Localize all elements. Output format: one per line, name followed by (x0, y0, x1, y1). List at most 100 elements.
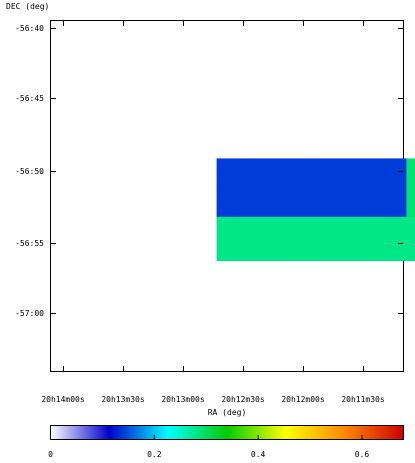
heatmap-cell (391, 158, 407, 174)
heatmap-cell (348, 173, 363, 188)
heatmap-cell (362, 231, 378, 247)
heatmap-cell (275, 158, 290, 174)
heatmap-cell (391, 187, 407, 203)
heatmap-cell (362, 173, 378, 188)
y-tick-label: -57:00 (15, 309, 44, 318)
heatmap-cell (348, 158, 363, 174)
heatmap-cell (318, 216, 334, 232)
heatmap-cell (362, 246, 378, 261)
heatmap-cell (333, 216, 349, 232)
heatmap-cell (289, 158, 305, 174)
heatmap-cell (260, 187, 276, 203)
heatmap-cell (216, 173, 232, 188)
heatmap-cell (231, 173, 247, 188)
heatmap-cell (275, 231, 290, 247)
y-tick-label: -56:45 (15, 94, 44, 103)
heatmap-cell (289, 173, 305, 188)
x-tick-label: 20h13m00s (161, 395, 205, 404)
heatmap-cell (318, 231, 334, 247)
heatmap-cell (275, 246, 290, 261)
heatmap-cell (362, 216, 378, 232)
heatmap-cell (391, 246, 407, 261)
colorbar-tick-label: 0.4 (251, 450, 266, 459)
heatmap-cell (260, 173, 276, 188)
heatmap-cell (231, 187, 247, 203)
heatmap-cell (333, 202, 349, 218)
heatmap-cell (275, 173, 290, 188)
heatmap-cell (216, 246, 232, 261)
heatmap-cell (362, 158, 378, 174)
x-tick-label: 20h12m00s (281, 395, 325, 404)
heatmap-cell (406, 173, 415, 188)
x-axis-title: RA (deg) (208, 408, 247, 417)
axis-tick-labels: 20h14m00s 20h13m30s 20h13m00s 20h12m30s 20h1… (15, 24, 385, 404)
heatmap-cell (231, 231, 247, 247)
heatmap-cell (318, 173, 334, 188)
heatmap-cell (304, 216, 320, 232)
heatmap-cell (377, 216, 393, 232)
heatmap-cell (289, 187, 305, 203)
heatmap-cell (406, 158, 415, 174)
heatmap-cell (260, 246, 276, 261)
heatmap-cell (377, 202, 393, 218)
colorbar-ticks: 0 0.2 0.4 0.6 (48, 435, 369, 459)
heatmap-cell (391, 231, 407, 247)
heatmap-cell (348, 231, 363, 247)
heatmap-cell (304, 187, 320, 203)
heatmap-cell (406, 231, 415, 247)
heatmap-cell (377, 173, 393, 188)
heatmap-cell (216, 202, 232, 218)
heatmap-cell (318, 158, 334, 174)
colorbar-tick-label: 0 (48, 450, 53, 459)
heatmap-cell (245, 202, 261, 218)
heatmap-cell (245, 158, 261, 174)
heatmap-cell (260, 158, 276, 174)
heatmap-cell (304, 231, 320, 247)
heatmap-cell (245, 231, 261, 247)
y-axis-title: DEC (deg) (6, 2, 49, 11)
heatmap-cell (231, 202, 247, 218)
heatmap-cell (231, 246, 247, 261)
heatmap-cell (333, 173, 349, 188)
heatmap-cell (348, 216, 363, 232)
heatmap-cell (391, 202, 407, 218)
y-tick-label: -56:40 (15, 24, 44, 33)
heatmap-cell (231, 216, 247, 232)
heatmap-cell (216, 187, 232, 203)
heatmap-cell (245, 216, 261, 232)
x-tick-label: 20h11m30s (341, 395, 385, 404)
heatmap-cell (377, 246, 393, 261)
heatmap-cell (216, 216, 232, 232)
heatmap-cell (362, 187, 378, 203)
heatmap-cell (333, 231, 349, 247)
heatmap-cell (406, 187, 415, 203)
heatmap-cell (216, 158, 232, 174)
heatmap-cell (245, 187, 261, 203)
heatmap-cell (304, 158, 320, 174)
heatmap-cell (260, 202, 276, 218)
heatmap-cell (406, 246, 415, 261)
x-tick-label: 20h13m30s (101, 395, 145, 404)
heatmap-cell (377, 231, 393, 247)
y-tick-label: -56:50 (15, 167, 44, 176)
heatmap-cell (333, 187, 349, 203)
axis-ticks (51, 21, 403, 371)
heatmap-cell (275, 216, 290, 232)
heatmap-cell (406, 202, 415, 218)
heatmap-cell (289, 216, 305, 232)
heatmap-cell (318, 246, 334, 261)
x-tick-label: 20h14m00s (41, 395, 85, 404)
y-tick-label: -56:55 (15, 239, 44, 248)
colorbar-tick-label: 0.2 (147, 450, 162, 459)
heatmap-cell (333, 158, 349, 174)
heatmap-cell (391, 173, 407, 188)
heatmap-cell (245, 173, 261, 188)
heatmap-cell (391, 216, 407, 232)
heatmap-cell (216, 231, 232, 247)
heatmap-cell (245, 246, 261, 261)
heatmap-cell (260, 231, 276, 247)
heatmap-cell (289, 202, 305, 218)
heatmap-cell (318, 187, 334, 203)
heatmap-cell (318, 202, 334, 218)
heatmap-cell (377, 158, 393, 174)
